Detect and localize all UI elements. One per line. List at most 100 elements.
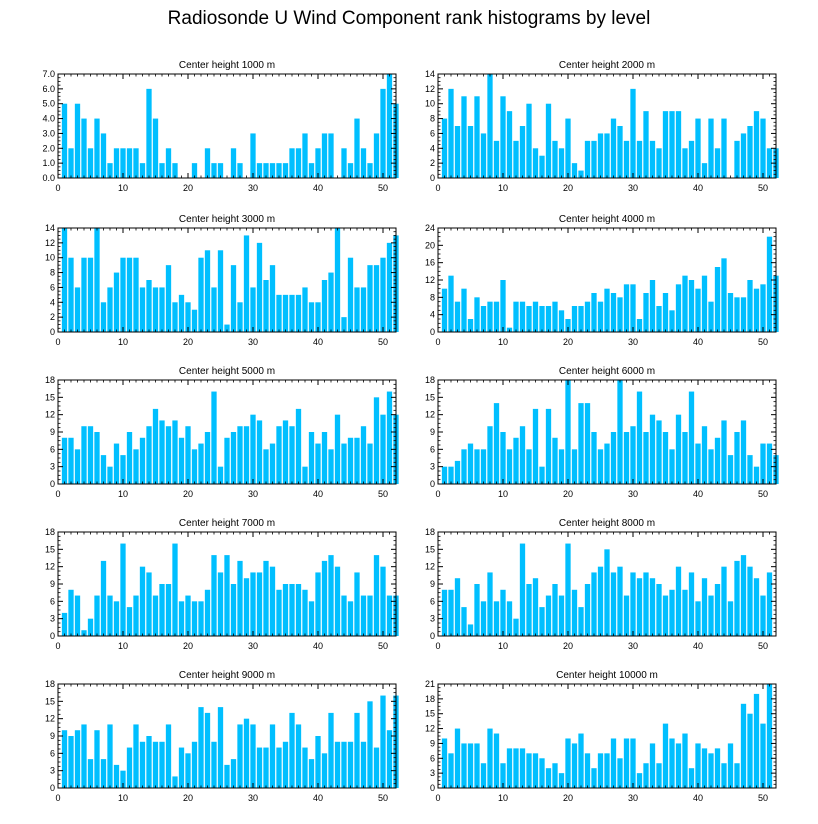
bar bbox=[760, 595, 766, 636]
bar bbox=[133, 595, 139, 636]
y-tick-label: 12 bbox=[45, 410, 55, 420]
bar bbox=[714, 437, 721, 484]
bar bbox=[539, 306, 545, 332]
bar bbox=[643, 111, 649, 178]
bar bbox=[656, 306, 662, 332]
bar bbox=[461, 743, 467, 788]
bar bbox=[753, 466, 760, 484]
bar bbox=[467, 443, 474, 484]
bar bbox=[295, 724, 302, 788]
bar bbox=[454, 460, 461, 484]
y-tick-label: 0 bbox=[50, 479, 55, 489]
bar bbox=[354, 287, 360, 332]
bar bbox=[591, 572, 597, 636]
bar bbox=[714, 584, 721, 636]
bar bbox=[610, 293, 617, 332]
bar bbox=[113, 272, 120, 332]
x-tick-label: 0 bbox=[435, 489, 440, 499]
bar bbox=[282, 741, 289, 788]
panel-2: Center height 3000 m 0 2 4 6 8 10 12 14 0 10 20 30 40… bbox=[45, 214, 399, 347]
bar bbox=[708, 595, 714, 636]
bar bbox=[81, 257, 87, 332]
x-tick-label: 40 bbox=[693, 183, 703, 193]
bar bbox=[334, 566, 341, 636]
bar bbox=[386, 730, 393, 788]
bar bbox=[558, 773, 565, 788]
bar bbox=[185, 595, 191, 636]
bar bbox=[721, 420, 727, 484]
bar bbox=[126, 432, 133, 484]
bar bbox=[578, 607, 584, 636]
bar bbox=[94, 730, 100, 788]
bar bbox=[597, 566, 604, 636]
bar bbox=[675, 566, 682, 636]
bar bbox=[367, 265, 373, 332]
x-tick-label: 30 bbox=[628, 337, 638, 347]
bar bbox=[295, 584, 302, 636]
bar bbox=[302, 287, 308, 332]
bar bbox=[467, 319, 474, 332]
x-tick-label: 0 bbox=[55, 793, 60, 803]
bar bbox=[532, 148, 539, 178]
x-tick-label: 10 bbox=[118, 793, 128, 803]
bar bbox=[682, 589, 688, 636]
bar bbox=[753, 288, 760, 332]
y-tick-label: 4 bbox=[50, 297, 55, 307]
x-tick-label: 40 bbox=[313, 183, 323, 193]
bar bbox=[146, 280, 152, 332]
bar bbox=[597, 753, 604, 788]
bar bbox=[747, 126, 753, 178]
bar bbox=[656, 148, 662, 178]
x-tick-label: 30 bbox=[248, 793, 258, 803]
bar bbox=[100, 133, 107, 178]
bar bbox=[487, 728, 493, 788]
x-tick-label: 20 bbox=[183, 183, 193, 193]
y-tick-label: 0 bbox=[430, 479, 435, 489]
bar bbox=[152, 287, 159, 332]
bar bbox=[500, 280, 506, 332]
bar bbox=[461, 96, 467, 178]
bar bbox=[328, 133, 334, 178]
x-tick-label: 0 bbox=[55, 489, 60, 499]
bar bbox=[519, 126, 526, 178]
x-tick-label: 50 bbox=[378, 793, 388, 803]
bar bbox=[649, 743, 656, 788]
bar bbox=[571, 163, 578, 178]
y-tick-label: 0 bbox=[50, 327, 55, 337]
bar bbox=[617, 758, 623, 788]
bar bbox=[308, 302, 315, 332]
bar bbox=[617, 126, 623, 178]
bar bbox=[172, 163, 178, 178]
bar bbox=[597, 449, 604, 484]
bar bbox=[217, 707, 224, 788]
bar bbox=[94, 228, 100, 332]
bar bbox=[565, 319, 571, 332]
panel-title: Center height 6000 m bbox=[559, 366, 655, 377]
bar bbox=[539, 466, 545, 484]
bar bbox=[643, 432, 649, 484]
bar bbox=[211, 555, 217, 636]
bar bbox=[604, 443, 610, 484]
bar bbox=[636, 319, 643, 332]
x-tick-label: 20 bbox=[563, 337, 573, 347]
y-tick-label: 15 bbox=[45, 392, 55, 402]
y-tick-label: 4 bbox=[430, 310, 435, 320]
bar bbox=[386, 74, 393, 178]
bar bbox=[61, 103, 68, 178]
bar bbox=[617, 566, 623, 636]
bar bbox=[740, 555, 747, 636]
bar bbox=[760, 723, 766, 788]
bar bbox=[623, 738, 630, 788]
bar bbox=[133, 724, 139, 788]
bar bbox=[669, 589, 675, 636]
y-tick-label: 18 bbox=[45, 375, 55, 385]
bar bbox=[552, 140, 558, 178]
bar bbox=[373, 265, 380, 332]
bar bbox=[237, 302, 243, 332]
y-tick-label: 12 bbox=[45, 238, 55, 248]
bar bbox=[727, 743, 734, 788]
bar bbox=[545, 408, 552, 484]
bar bbox=[721, 763, 727, 788]
bar bbox=[636, 578, 643, 636]
bar bbox=[100, 455, 107, 484]
